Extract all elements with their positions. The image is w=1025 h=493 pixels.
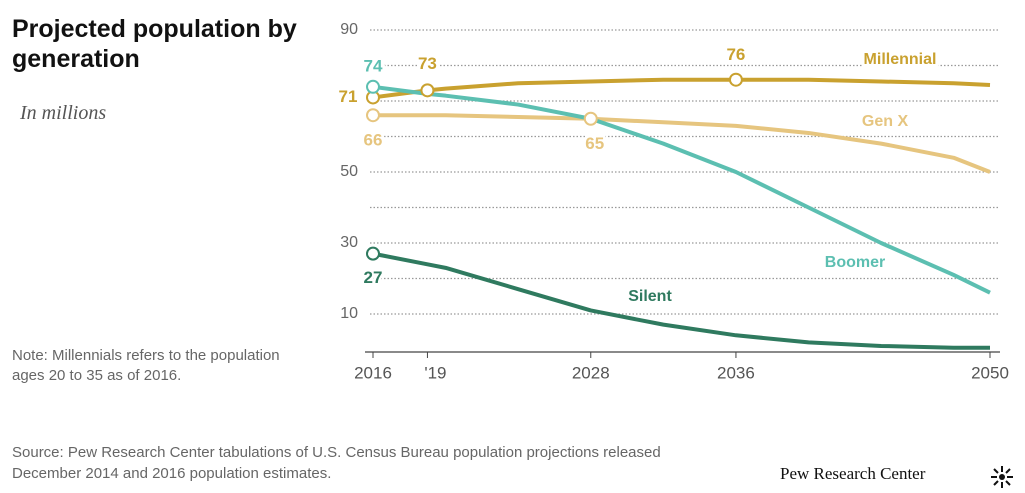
x-tick-label: 2036 [717,363,755,382]
series-label: Boomer [825,254,885,271]
point-marker [420,83,435,98]
point-marker [366,246,380,261]
value-label: 74 [364,56,383,75]
value-label: 71 [339,87,358,106]
chart-title: Projected population by generation [12,15,297,73]
x-tick-label: 2028 [572,363,610,382]
x-tick-label: 2016 [354,363,392,382]
series-line [372,251,990,350]
x-tick-label: 2050 [971,363,1009,382]
value-label: 66 [364,131,383,150]
series-line [372,84,991,295]
note: Note: Millennials refers to the populati… [12,347,280,384]
chart-subtitle: In millions [20,102,107,124]
series-line [373,113,991,174]
point-marker [583,111,598,126]
y-tick-label: 50 [340,163,358,180]
point-marker [366,108,380,123]
point-marker [366,79,380,94]
series-line [372,77,991,100]
series-label: Gen X [862,113,909,130]
y-tick-label: 30 [340,234,358,251]
y-tick-label: 10 [340,305,358,322]
value-label: 27 [364,268,383,287]
series-label: Millennial [864,51,937,68]
x-tick-label: '19 [424,363,446,382]
credit: Pew Research Center [780,464,926,483]
value-label: 76 [726,45,745,64]
y-tick-label: 90 [340,21,358,38]
value-label: 73 [418,54,437,73]
source: Source: Pew Research Center tabulations … [12,444,661,482]
point-marker [728,72,743,87]
value-label: 65 [585,134,604,153]
series-label: Silent [628,288,672,305]
logo [991,466,1013,488]
